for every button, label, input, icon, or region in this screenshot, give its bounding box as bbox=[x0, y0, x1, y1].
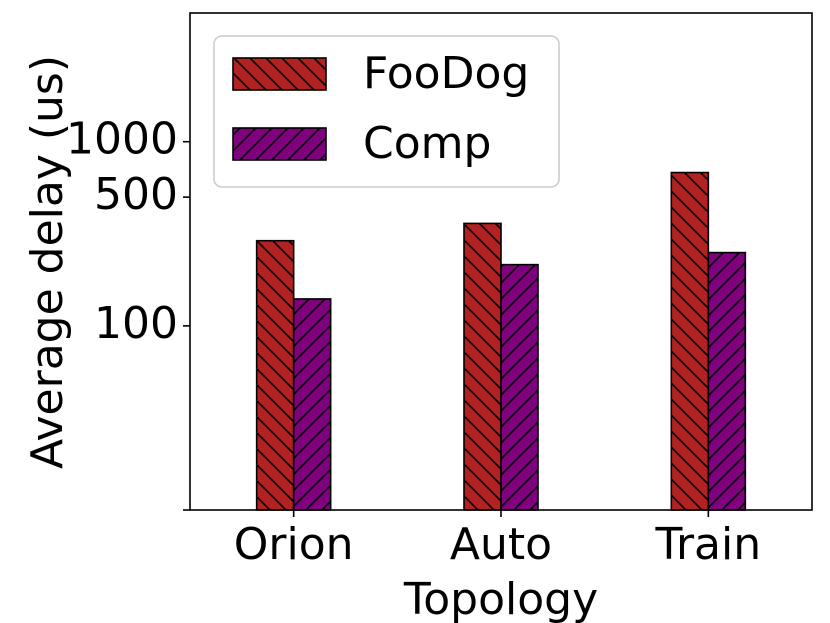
y-tick-label: 1000 bbox=[66, 114, 178, 165]
bar-hatch bbox=[255, 239, 295, 511]
bar-hatch bbox=[707, 251, 747, 511]
x-tick-label: Train bbox=[655, 519, 762, 570]
y-axis-title: Average delay (us) bbox=[22, 55, 73, 469]
bar-comp-auto bbox=[500, 263, 539, 511]
bar-hatch bbox=[463, 222, 502, 511]
bar-hatch bbox=[670, 171, 710, 511]
x-axis-title: Topology bbox=[403, 574, 598, 623]
bar-foodog-orion bbox=[255, 239, 295, 511]
legend: FooDog Comp bbox=[213, 35, 560, 188]
x-axis-ticks: Orion Auto Train bbox=[234, 510, 761, 570]
bar-hatch bbox=[292, 298, 332, 511]
legend-swatch bbox=[232, 57, 327, 91]
x-tick-label: Auto bbox=[450, 519, 552, 570]
legend-item-comp: Comp bbox=[232, 118, 491, 169]
legend-item-foodog: FooDog bbox=[232, 48, 529, 99]
legend-label: Comp bbox=[363, 118, 491, 169]
bar-comp-train bbox=[707, 251, 747, 511]
legend-label: FooDog bbox=[363, 48, 529, 99]
bar-hatch bbox=[500, 263, 539, 511]
y-tick-label: 500 bbox=[94, 169, 178, 220]
legend-swatch bbox=[232, 127, 327, 161]
bars-group bbox=[255, 171, 747, 511]
bar-foodog-train bbox=[670, 171, 710, 511]
x-tick-label: Orion bbox=[234, 519, 354, 570]
bar-comp-orion bbox=[292, 298, 332, 511]
y-tick-label: 100 bbox=[94, 298, 178, 349]
bar-foodog-auto bbox=[463, 222, 502, 511]
